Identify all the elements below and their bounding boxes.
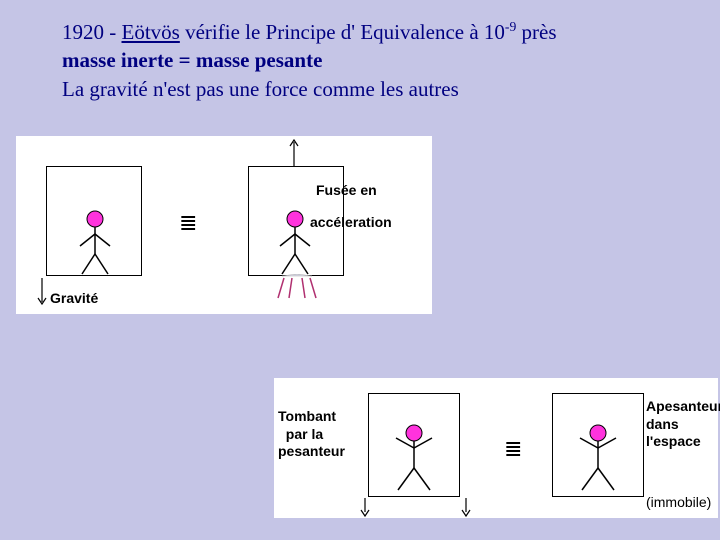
- panel-gravity-vs-acceleration: Gravité ≣ Fusée en accéleration: [16, 136, 432, 314]
- label-gravity: Gravité: [50, 290, 98, 308]
- label-acceleration: accéleration: [310, 214, 392, 232]
- label-immobile: (immobile): [646, 494, 711, 512]
- panel-freefall-vs-space: Tombant par la pesanteur ≣ Apesanteur da…: [274, 378, 718, 518]
- heading-pre: 1920 -: [62, 20, 122, 44]
- heading-post: près: [516, 20, 556, 44]
- heading-name: Eötvös: [122, 20, 180, 44]
- freefall-arrow-right-icon: [460, 498, 472, 518]
- label-fusee-en: Fusée en: [316, 182, 377, 200]
- stick-figure-space: [570, 424, 626, 496]
- label-tombant: Tombant par la pesanteur: [278, 408, 345, 461]
- equivalence-symbol-2: ≣: [504, 436, 522, 462]
- stick-figure-freefall: [386, 424, 442, 496]
- heading-line1: 1920 - Eötvös vérifie le Principe d' Equ…: [62, 18, 557, 46]
- heading-mid: vérifie le Principe d' Equivalence à 10: [180, 20, 505, 44]
- freefall-arrow-left-icon: [359, 498, 371, 518]
- heading-line2: masse inerte = masse pesante: [62, 46, 557, 74]
- gravity-arrow-icon: [36, 278, 48, 308]
- heading-exp: -9: [505, 19, 516, 34]
- equivalence-symbol-1: ≣: [179, 210, 197, 236]
- heading-block: 1920 - Eötvös vérifie le Principe d' Equ…: [62, 18, 557, 103]
- acceleration-arrow-icon: [288, 138, 300, 168]
- heading-line3: La gravité n'est pas une force comme les…: [62, 75, 557, 103]
- stick-figure-gravity: [70, 210, 120, 276]
- label-apesanteur: Apesanteur dans l'espace: [646, 398, 720, 451]
- rocket-thrust-icon: [272, 274, 322, 304]
